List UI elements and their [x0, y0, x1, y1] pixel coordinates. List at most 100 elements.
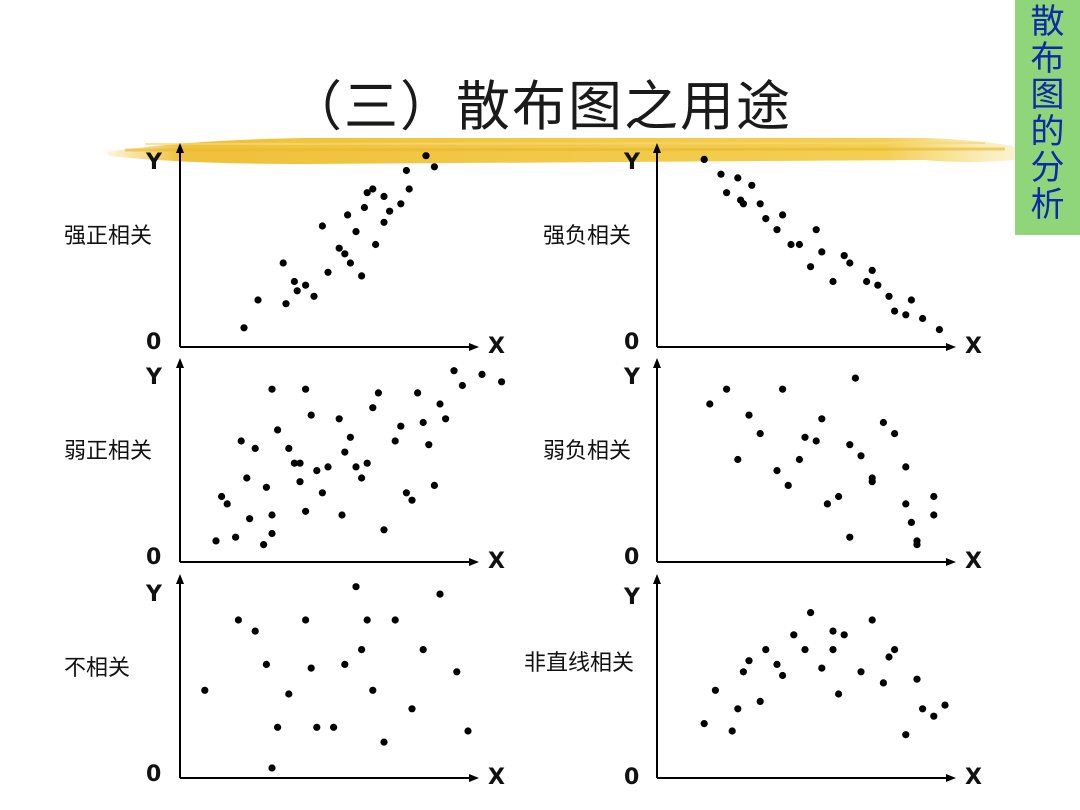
data-point: [773, 226, 781, 234]
data-point: [762, 215, 770, 223]
data-point: [369, 686, 377, 694]
data-point: [879, 418, 888, 427]
data-point: [700, 720, 708, 728]
data-point: [358, 474, 366, 482]
data-point: [363, 189, 371, 197]
y-axis-label: Y: [146, 150, 162, 175]
data-point: [818, 415, 826, 423]
data-point: [891, 646, 899, 654]
data-point: [268, 385, 276, 393]
data-point: [857, 452, 865, 460]
data-point: [868, 478, 876, 486]
data-point: [251, 444, 259, 452]
data-point: [341, 660, 349, 669]
x-axis-arrow: [469, 774, 479, 782]
data-point: [352, 463, 360, 471]
series-title: 弱正相关: [64, 439, 153, 464]
data-point: [338, 511, 346, 519]
data-point: [254, 296, 262, 304]
data-point: [346, 259, 354, 267]
data-point: [868, 616, 876, 624]
data-point: [846, 441, 854, 449]
data-point: [846, 259, 854, 267]
data-point: [885, 292, 893, 300]
data-point: [795, 455, 804, 464]
data-point: [902, 500, 910, 508]
data-point: [913, 541, 921, 549]
data-point: [436, 400, 444, 408]
data-point: [279, 259, 287, 267]
data-point: [863, 277, 871, 286]
origin-label: 0: [624, 545, 640, 570]
data-point: [285, 444, 293, 452]
data-point: [919, 705, 927, 713]
data-point: [310, 292, 318, 300]
data-point: [907, 296, 916, 304]
data-point: [935, 326, 944, 334]
origin-label: 0: [146, 330, 162, 355]
data-point: [851, 374, 860, 382]
series-title: 强正相关: [64, 224, 153, 249]
data-point: [478, 370, 486, 378]
y-axis-label: Y: [146, 582, 162, 607]
x-axis-label: X: [965, 334, 982, 359]
data-point: [380, 218, 388, 226]
data-point: [369, 404, 377, 412]
data-point: [784, 481, 792, 489]
origin-label: 0: [146, 545, 162, 570]
data-point: [218, 492, 226, 501]
data-point: [251, 627, 259, 635]
x-axis-arrow: [946, 343, 956, 351]
data-point: [374, 389, 382, 397]
x-axis-arrow: [946, 558, 956, 566]
data-point: [302, 616, 310, 624]
data-point: [818, 664, 826, 672]
data-point: [352, 228, 360, 236]
side-tab: [1015, 0, 1080, 235]
y-axis-arrow: [176, 358, 184, 368]
data-point: [369, 185, 377, 193]
side-tab-label: 散布图的分析: [1030, 2, 1065, 225]
data-point: [422, 152, 430, 160]
data-point: [408, 705, 416, 713]
series-title: 强负相关: [543, 224, 632, 249]
data-point: [739, 668, 748, 676]
data-point: [386, 207, 394, 215]
data-point: [352, 583, 360, 591]
data-point: [745, 657, 753, 665]
series-title: 非直线相关: [524, 651, 635, 676]
x-axis-arrow: [469, 343, 479, 351]
data-point: [779, 211, 787, 219]
data-point: [414, 389, 422, 397]
data-point: [812, 437, 820, 445]
data-point: [290, 277, 298, 286]
data-point: [335, 244, 343, 252]
data-point: [756, 697, 764, 706]
data-point: [302, 507, 310, 515]
data-point: [795, 240, 804, 249]
data-point: [762, 646, 770, 654]
data-point: [464, 727, 472, 735]
data-point: [442, 415, 450, 423]
data-point: [330, 723, 338, 731]
data-point: [891, 307, 899, 315]
data-point: [290, 459, 298, 467]
data-point: [402, 166, 410, 175]
data-point: [930, 492, 938, 501]
data-point: [734, 174, 742, 182]
data-point: [262, 660, 270, 669]
data-point: [891, 430, 899, 438]
data-point: [430, 163, 438, 171]
data-point: [240, 324, 248, 332]
series-title: 不相关: [64, 656, 131, 681]
slide-title: （三）散布图之用途: [288, 75, 792, 138]
data-point: [711, 686, 720, 694]
data-point: [318, 489, 326, 497]
scatter-panel: [653, 358, 956, 566]
scatter-panel: [176, 358, 506, 566]
data-point: [243, 474, 251, 482]
y-axis-arrow: [653, 358, 661, 368]
data-point: [397, 422, 405, 430]
data-point: [700, 155, 708, 163]
data-point: [380, 526, 388, 534]
